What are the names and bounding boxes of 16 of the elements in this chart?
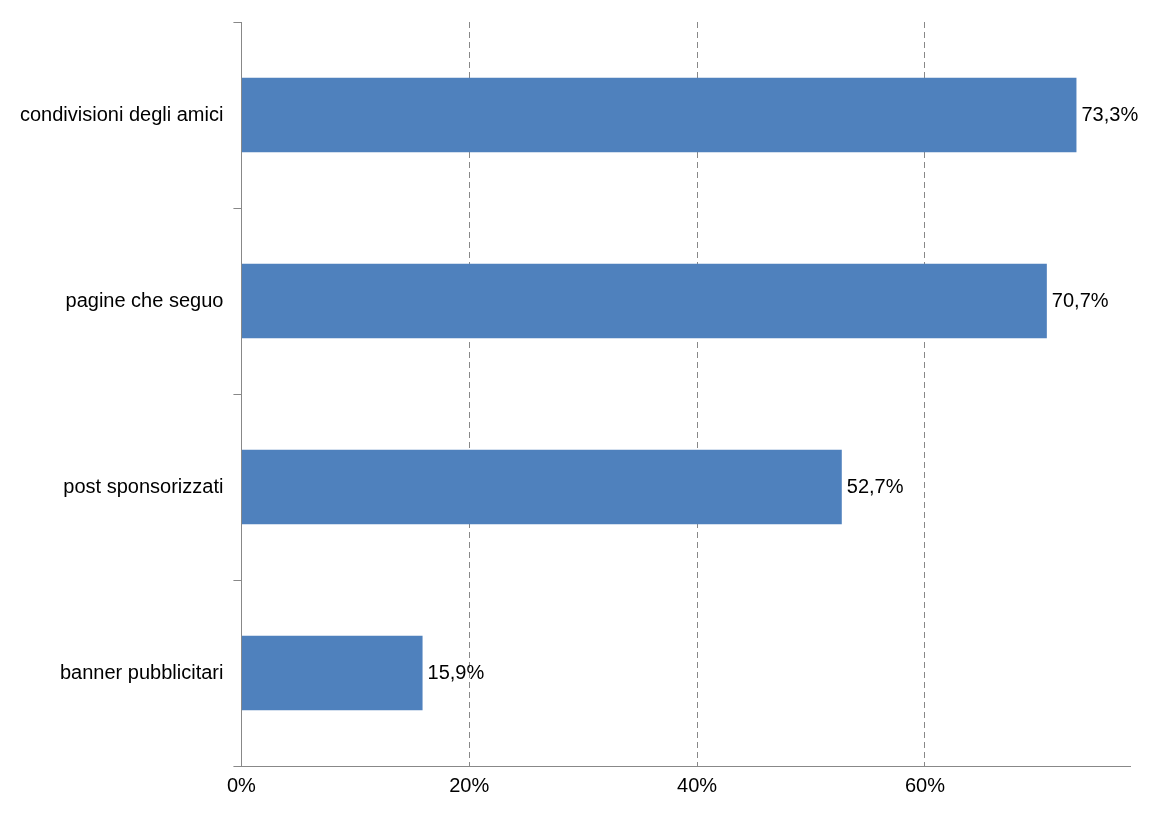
bar xyxy=(241,263,1047,339)
bar xyxy=(241,635,423,711)
y-tick-label: banner pubblicitari xyxy=(59,660,224,683)
bar xyxy=(241,77,1077,153)
y-tick-label: pagine che seguo xyxy=(65,288,224,311)
x-tick-label: 20% xyxy=(449,773,490,796)
x-tick-label: 60% xyxy=(904,773,946,796)
data-label: 15,9% xyxy=(427,660,485,683)
data-label: 52,7% xyxy=(846,474,904,497)
y-tick-label: condivisioni degli amici xyxy=(19,102,224,125)
data-label: 70,7% xyxy=(1051,288,1109,311)
y-tick-label: post sponsorizzati xyxy=(63,474,224,497)
x-tick-label: 40% xyxy=(677,773,718,796)
bar xyxy=(241,449,842,525)
data-label: 73,3% xyxy=(1081,102,1139,125)
x-tick-label: 0% xyxy=(226,773,257,796)
